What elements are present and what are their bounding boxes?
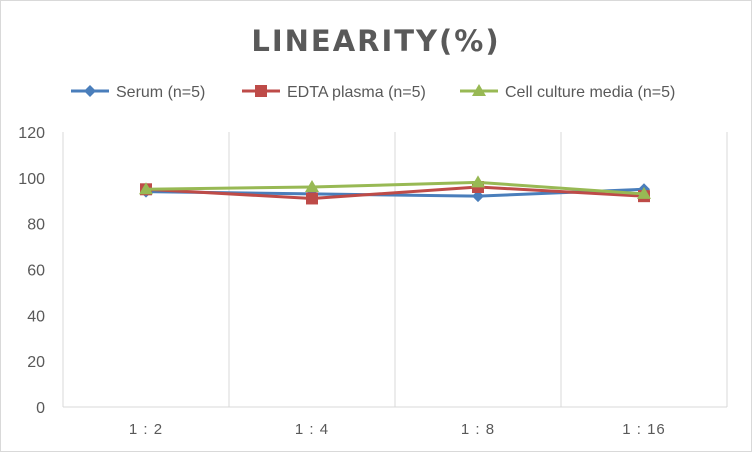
legend-item: Cell culture media (n=5) bbox=[460, 84, 675, 101]
legend-label: Cell culture media (n=5) bbox=[505, 84, 675, 101]
data-point bbox=[306, 192, 318, 205]
y-tick-label: 100 bbox=[18, 171, 45, 188]
gridlines bbox=[62, 132, 728, 408]
data-point bbox=[637, 186, 651, 199]
y-tick-label: 60 bbox=[27, 263, 45, 280]
legend-marker bbox=[255, 85, 267, 97]
legend-marker bbox=[84, 85, 96, 97]
series-layer bbox=[139, 175, 651, 205]
data-point bbox=[305, 180, 319, 192]
series-line bbox=[145, 185, 645, 200]
y-tick-label: 20 bbox=[27, 354, 45, 371]
x-tick-label: 1 : 8 bbox=[461, 421, 495, 438]
data-point bbox=[139, 182, 153, 195]
series-line bbox=[145, 180, 645, 196]
legend-item: EDTA plasma (n=5) bbox=[242, 84, 426, 101]
y-axis: 0 20 40 60 80 100 120 bbox=[18, 125, 45, 417]
y-tick-label: 120 bbox=[18, 125, 45, 142]
legend-label: Serum (n=5) bbox=[116, 84, 205, 101]
y-tick-label: 40 bbox=[27, 308, 45, 325]
x-axis: 1 : 2 1 : 4 1 : 8 1 : 16 bbox=[129, 421, 666, 438]
x-tick-label: 1 : 2 bbox=[129, 421, 163, 438]
x-tick-label: 1 : 4 bbox=[295, 421, 329, 438]
data-point bbox=[471, 175, 485, 188]
legend-label: EDTA plasma (n=5) bbox=[287, 84, 426, 101]
x-tick-label: 1 : 16 bbox=[622, 421, 666, 438]
legend-marker bbox=[472, 84, 486, 96]
chart-title: LINEARITY(%) bbox=[251, 24, 500, 58]
series-triangle bbox=[139, 175, 651, 199]
y-tick-label: 80 bbox=[27, 217, 45, 234]
y-tick-label: 0 bbox=[36, 400, 45, 417]
legend: Serum (n=5) EDTA plasma (n=5) Cell culture… bbox=[71, 84, 675, 101]
legend-item: Serum (n=5) bbox=[71, 84, 205, 101]
data-point bbox=[472, 190, 484, 203]
